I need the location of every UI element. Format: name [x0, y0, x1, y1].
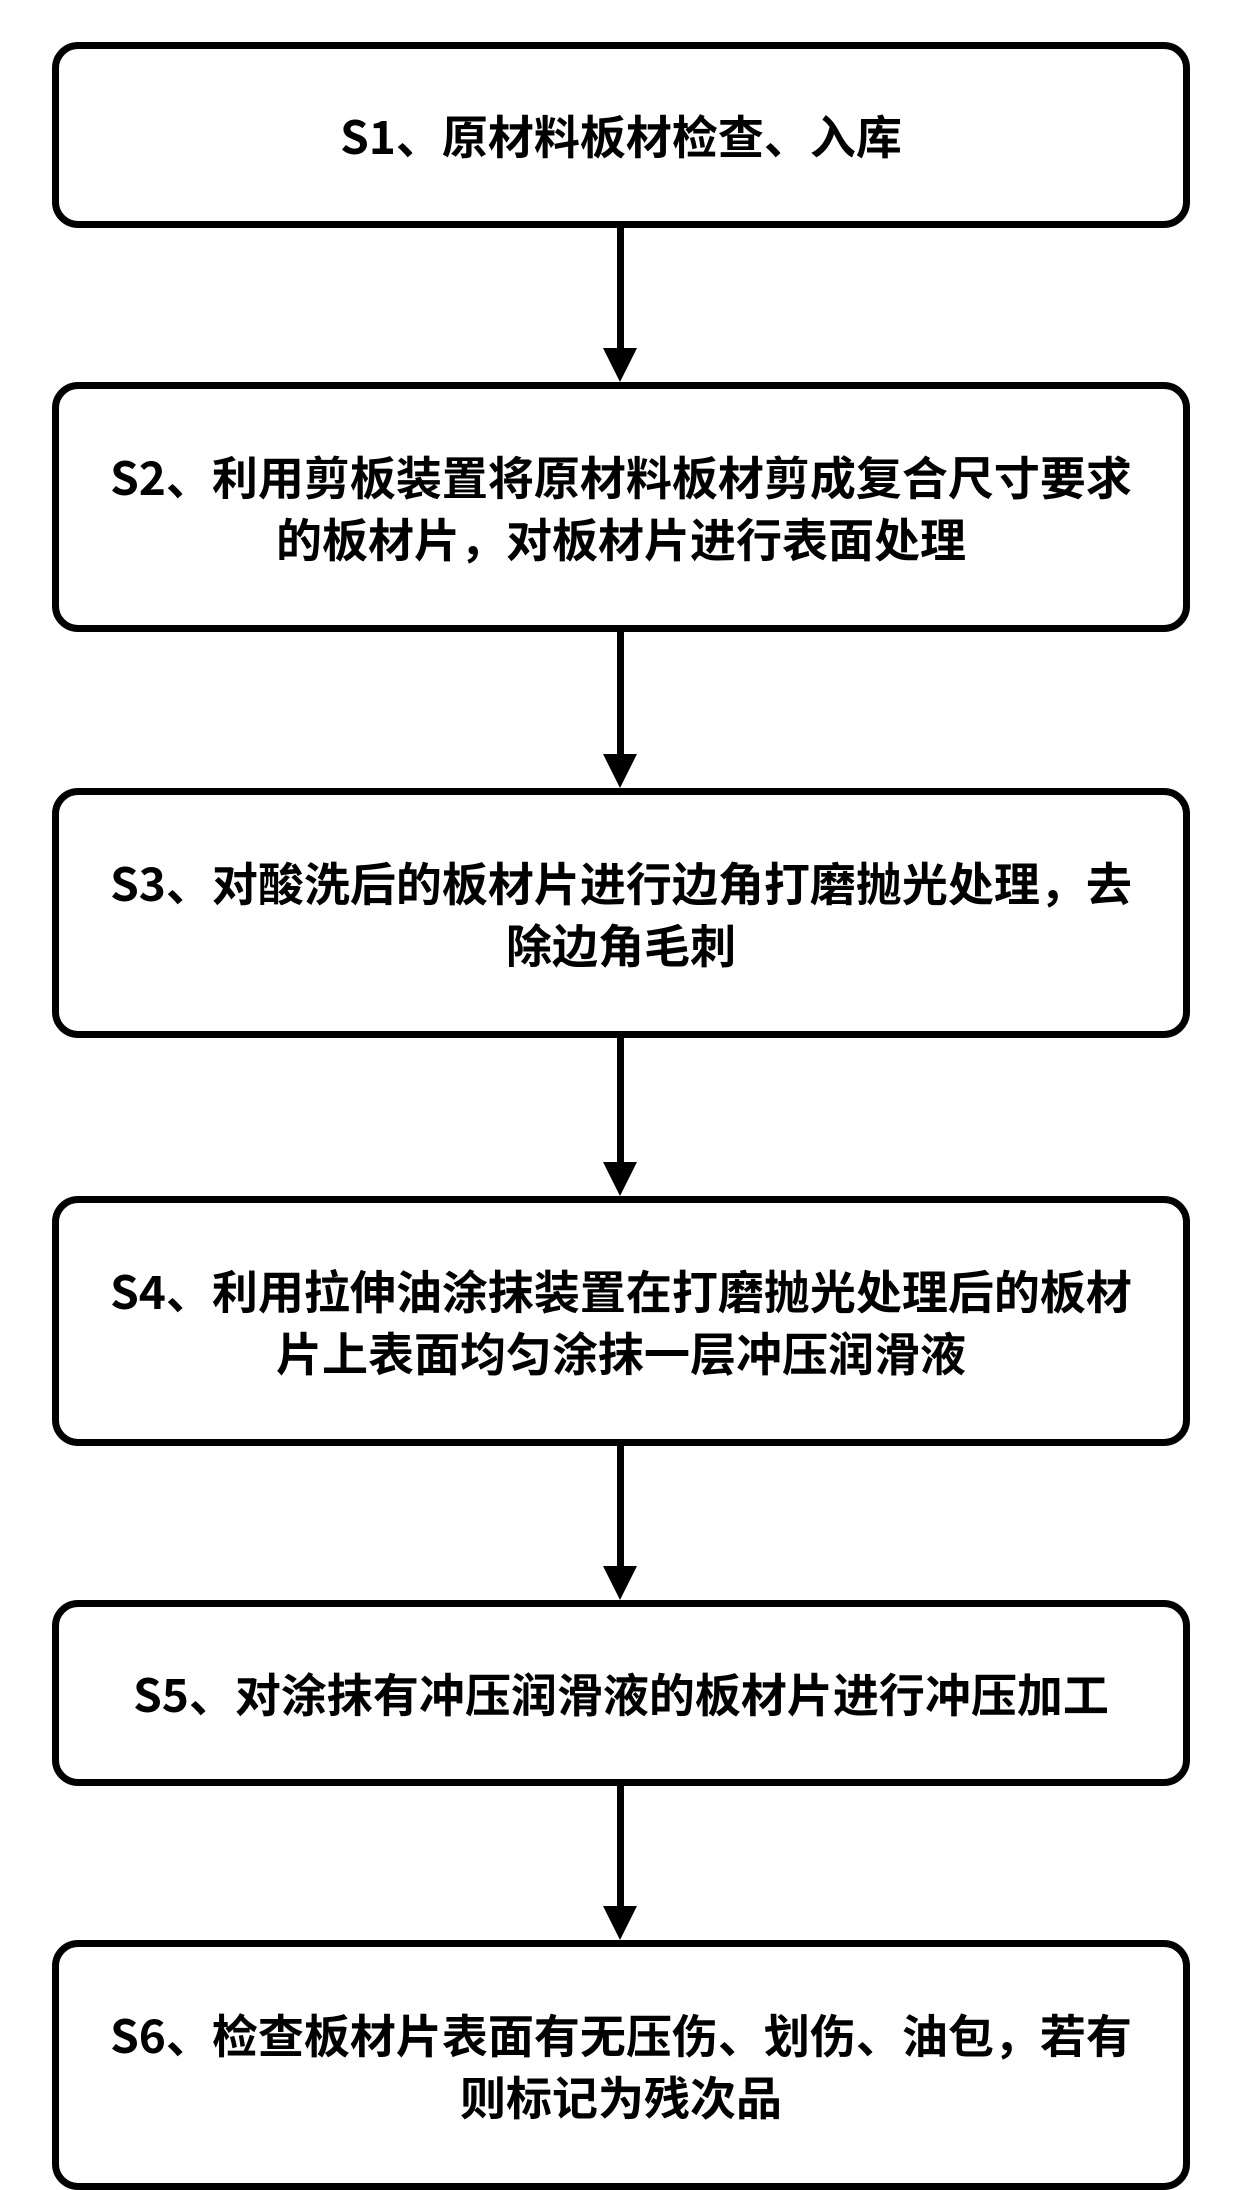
- flowchart-node-label: S1、原材料板材检查、入库: [340, 104, 902, 166]
- flowchart-node-label: S5、对涂抹有冲压润滑液的板材片进行冲压加工: [133, 1662, 1109, 1724]
- flowchart-node-label: S6、检查板材片表面有无压伤、划伤、油包，若有则标记为残次品: [89, 2003, 1153, 2127]
- arrow-head-icon: [603, 348, 637, 382]
- flowchart-node-label: S2、利用剪板装置将原材料板材剪成复合尺寸要求的板材片，对板材片进行表面处理: [89, 445, 1153, 569]
- arrow-shaft: [617, 1786, 624, 1906]
- flowchart-node-label: S4、利用拉伸油涂抹装置在打磨抛光处理后的板材片上表面均匀涂抹一层冲压润滑液: [89, 1259, 1153, 1383]
- arrow-shaft: [617, 228, 624, 348]
- flowchart-node-label: S3、对酸洗后的板材片进行边角打磨抛光处理，去除边角毛刺: [89, 851, 1153, 975]
- flowchart-node-s3: S3、对酸洗后的板材片进行边角打磨抛光处理，去除边角毛刺: [52, 788, 1190, 1038]
- flowchart-canvas: S1、原材料板材检查、入库 S2、利用剪板装置将原材料板材剪成复合尺寸要求的板材片…: [0, 0, 1240, 2058]
- arrow-shaft: [617, 1038, 624, 1162]
- flowchart-node-s2: S2、利用剪板装置将原材料板材剪成复合尺寸要求的板材片，对板材片进行表面处理: [52, 382, 1190, 632]
- arrow-head-icon: [603, 754, 637, 788]
- flowchart-node-s5: S5、对涂抹有冲压润滑液的板材片进行冲压加工: [52, 1600, 1190, 1786]
- arrow-shaft: [617, 632, 624, 754]
- flowchart-node-s4: S4、利用拉伸油涂抹装置在打磨抛光处理后的板材片上表面均匀涂抹一层冲压润滑液: [52, 1196, 1190, 1446]
- flowchart-node-s1: S1、原材料板材检查、入库: [52, 42, 1190, 228]
- flowchart-node-s6: S6、检查板材片表面有无压伤、划伤、油包，若有则标记为残次品: [52, 1940, 1190, 2190]
- arrow-head-icon: [603, 1906, 637, 1940]
- arrow-shaft: [617, 1446, 624, 1566]
- arrow-head-icon: [603, 1566, 637, 1600]
- arrow-head-icon: [603, 1162, 637, 1196]
